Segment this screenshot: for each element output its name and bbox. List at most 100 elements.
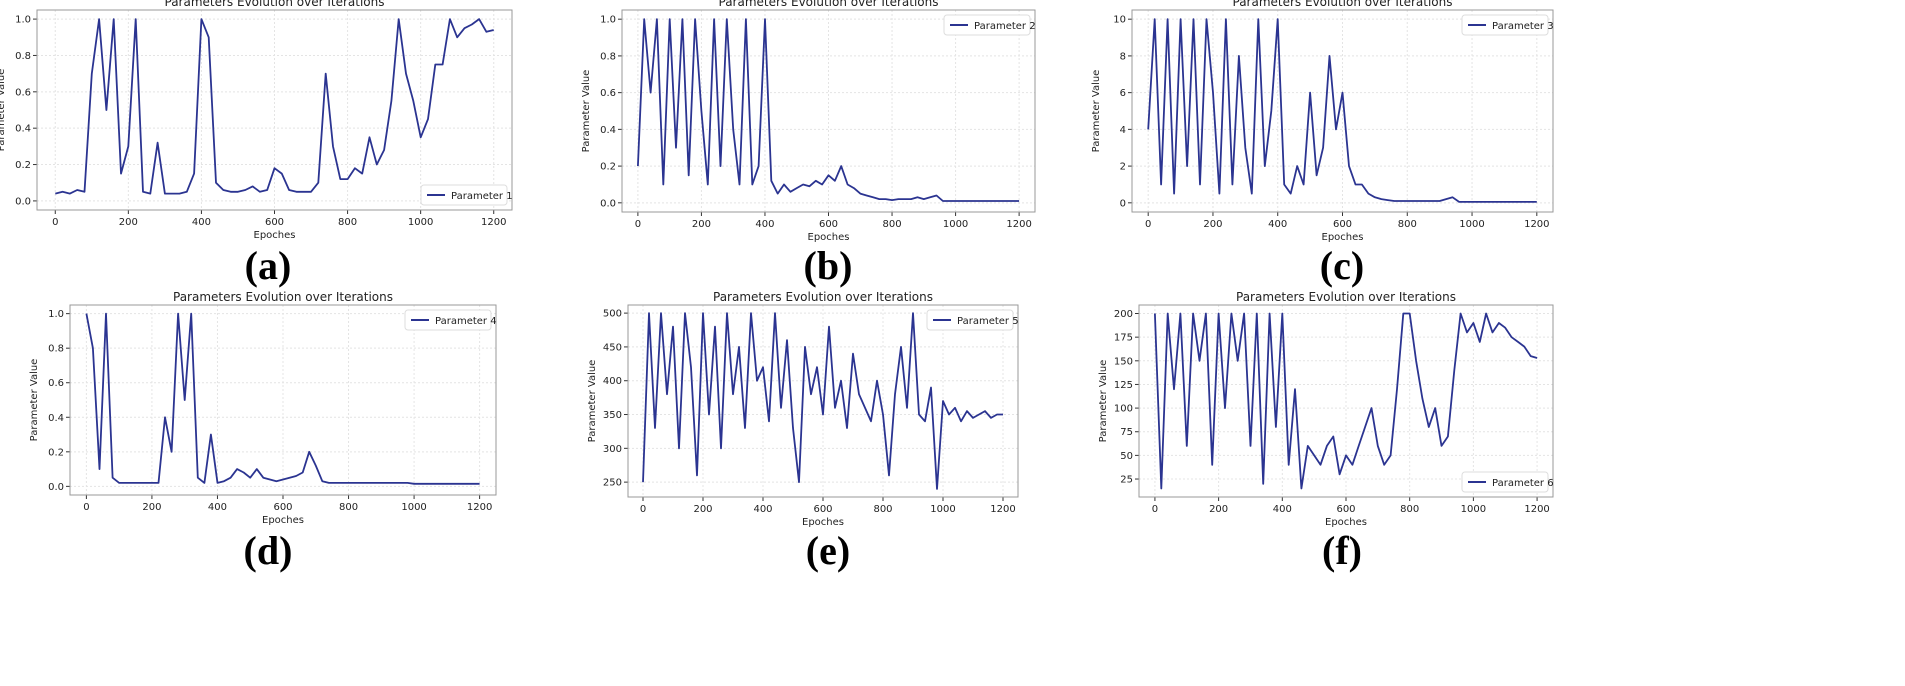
y-tick-label: 450 xyxy=(603,342,622,353)
x-tick-label: 1200 xyxy=(1006,219,1031,230)
legend-label: Parameter 2 xyxy=(974,21,1036,32)
series-line-parameter-6 xyxy=(1154,312,1538,490)
panel-label: (c) xyxy=(1319,243,1365,288)
chart-panel-3: 0 200 400 600 800 1000 1200 0 2 4 6 8 10 Parameters E… xyxy=(1091,0,1554,243)
y-axis-label: Parameter Value xyxy=(581,70,592,153)
y-axis-label: Parameter Value xyxy=(1091,70,1102,153)
series-line-parameter-4 xyxy=(85,312,480,485)
x-tick-label: 600 xyxy=(273,502,292,513)
x-tick-label: 200 xyxy=(693,504,712,515)
axes-frame xyxy=(1131,9,1554,213)
legend: Parameter 6 xyxy=(1461,471,1554,493)
y-axis-label: Parameter Value xyxy=(29,359,40,442)
chart-title: Parameters Evolution over Iterations xyxy=(719,0,939,9)
y-axis-label: Parameter Value xyxy=(0,69,7,152)
y-tick-label: 4 xyxy=(1120,125,1126,136)
y-tick-label: 1.0 xyxy=(15,15,31,26)
x-tick-label: 1000 xyxy=(1459,219,1484,230)
x-tick-label: 800 xyxy=(882,219,901,230)
y-tick-label: 25 xyxy=(1120,475,1133,486)
x-tick-label: 1000 xyxy=(401,502,426,513)
x-tick-label: 800 xyxy=(338,217,357,228)
legend: Parameter 3 xyxy=(1461,14,1554,36)
legend: Parameter 1 xyxy=(420,184,513,206)
x-tick-label: 600 xyxy=(813,504,832,515)
y-tick-label: 1.0 xyxy=(600,15,616,26)
y-tick-label: 0 xyxy=(1120,198,1126,209)
chart-panel-4: 0 200 400 600 800 1000 1200 0.0 0.2 0.4 0.6 0.8 1.0 P… xyxy=(29,290,497,526)
panel-label: (e) xyxy=(805,528,851,573)
x-tick-label: 0 xyxy=(52,217,58,228)
y-tick-label: 0.0 xyxy=(48,482,64,493)
axes-frame xyxy=(36,9,513,211)
legend-label: Parameter 4 xyxy=(435,316,497,327)
x-axis-label: Epoches xyxy=(262,515,304,526)
x-axis-label: Epoches xyxy=(254,230,296,241)
x-tick-label: 200 xyxy=(119,217,138,228)
chart-panel-1: 0 200 400 600 800 1000 1200 0.0 0.2 0.4 0.6 0.8 1.0 P… xyxy=(0,0,513,241)
x-tick-label: 200 xyxy=(142,502,161,513)
x-tick-label: 200 xyxy=(1209,504,1228,515)
y-tick-label: 0.8 xyxy=(15,51,31,62)
y-tick-label: 0.2 xyxy=(600,162,616,173)
legend-label: Parameter 3 xyxy=(1492,21,1554,32)
x-tick-label: 1000 xyxy=(1461,504,1486,515)
y-tick-label: 300 xyxy=(603,444,622,455)
series-line-parameter-3 xyxy=(1147,18,1537,203)
chart-title: Parameters Evolution over Iterations xyxy=(1233,0,1453,9)
axes-frame xyxy=(1138,304,1554,498)
y-axis-label: Parameter Value xyxy=(587,360,598,443)
x-tick-label: 1200 xyxy=(1524,504,1549,515)
y-tick-label: 0.4 xyxy=(15,124,31,135)
y-tick-label: 150 xyxy=(1114,356,1133,367)
y-tick-label: 0.6 xyxy=(48,378,64,389)
x-tick-label: 200 xyxy=(1203,219,1222,230)
panel-label: (f) xyxy=(1322,528,1362,573)
y-tick-label: 200 xyxy=(1114,309,1133,320)
chart-panel-6: 0 200 400 600 800 1000 1200 25 50 75 100 125 150 175 2… xyxy=(1098,290,1554,528)
axes-frame xyxy=(621,9,1036,213)
x-tick-label: 1200 xyxy=(467,502,492,513)
y-tick-label: 2 xyxy=(1120,162,1126,173)
x-tick-label: 800 xyxy=(1398,219,1417,230)
x-tick-label: 0 xyxy=(83,502,89,513)
y-tick-label: 1.0 xyxy=(48,309,64,320)
x-tick-label: 400 xyxy=(1273,504,1292,515)
y-tick-label: 0.2 xyxy=(48,447,64,458)
x-tick-label: 0 xyxy=(635,219,641,230)
y-tick-label: 8 xyxy=(1120,51,1126,62)
legend-label: Parameter 6 xyxy=(1492,478,1554,489)
legend: Parameter 2 xyxy=(943,14,1036,36)
x-tick-label: 1000 xyxy=(943,219,968,230)
x-tick-label: 600 xyxy=(1336,504,1355,515)
legend: Parameter 5 xyxy=(926,309,1019,331)
chart-panel-2: 0 200 400 600 800 1000 1200 0.0 0.2 0.4 0.6 0.8 1.0 P… xyxy=(581,0,1036,243)
x-tick-label: 800 xyxy=(339,502,358,513)
x-tick-label: 400 xyxy=(1268,219,1287,230)
panel-label: (a) xyxy=(244,243,292,288)
y-tick-label: 0.6 xyxy=(15,87,31,98)
x-tick-label: 1000 xyxy=(408,217,433,228)
y-tick-label: 175 xyxy=(1114,333,1133,344)
y-tick-label: 50 xyxy=(1120,451,1133,462)
y-tick-label: 0.0 xyxy=(600,198,616,209)
y-tick-label: 6 xyxy=(1120,88,1126,99)
x-tick-label: 200 xyxy=(692,219,711,230)
x-tick-label: 800 xyxy=(873,504,892,515)
x-tick-label: 1200 xyxy=(1524,219,1549,230)
y-tick-label: 0.4 xyxy=(600,125,616,136)
y-tick-label: 350 xyxy=(603,410,622,421)
y-tick-label: 10 xyxy=(1113,15,1126,26)
legend-label: Parameter 1 xyxy=(451,191,513,202)
y-tick-label: 400 xyxy=(603,376,622,387)
series-line-parameter-2 xyxy=(637,18,1020,202)
y-tick-label: 250 xyxy=(603,478,622,489)
x-axis-label: Epoches xyxy=(1325,517,1367,528)
legend-label: Parameter 5 xyxy=(957,316,1019,327)
chart-panel-5: 0 200 400 600 800 1000 1200 250 300 350 400 450 500 P… xyxy=(587,290,1019,528)
y-tick-label: 100 xyxy=(1114,404,1133,415)
x-tick-label: 400 xyxy=(208,502,227,513)
x-tick-label: 400 xyxy=(755,219,774,230)
legend: Parameter 4 xyxy=(404,309,497,331)
axes-frame xyxy=(627,304,1019,498)
